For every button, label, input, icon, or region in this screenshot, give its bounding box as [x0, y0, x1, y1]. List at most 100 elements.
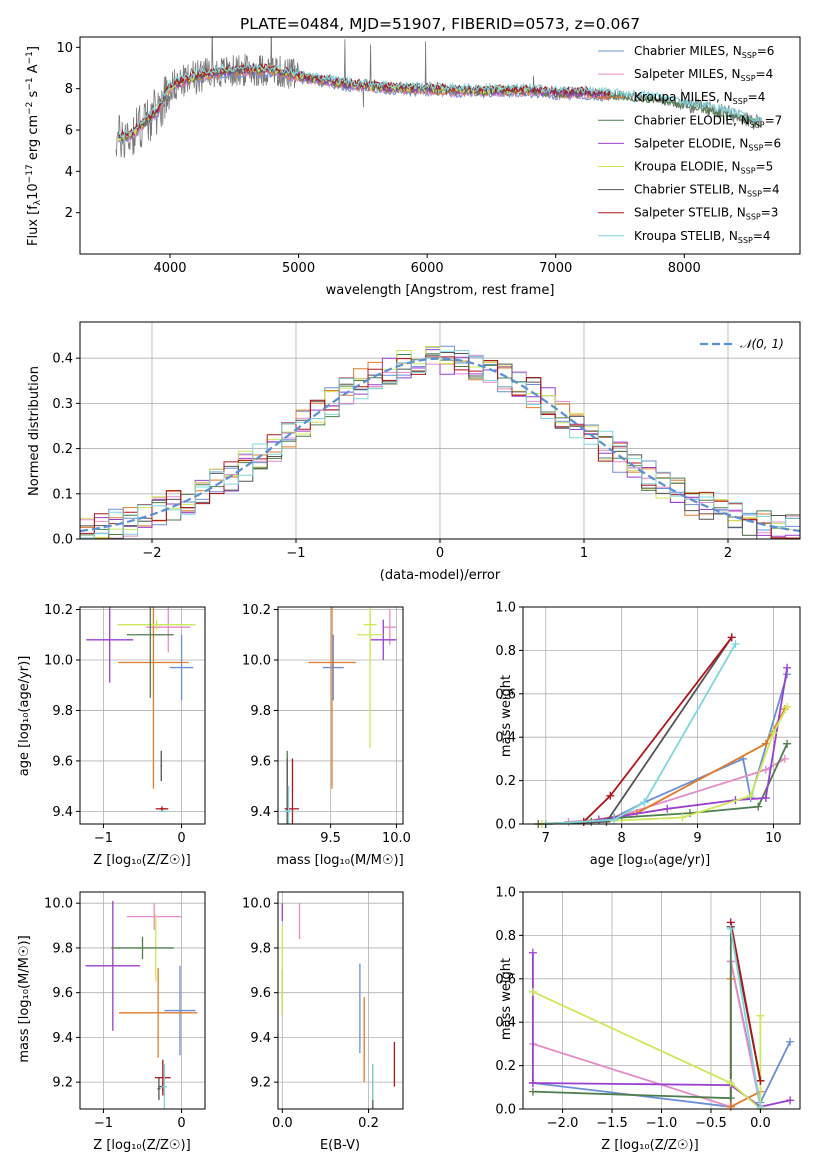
y-tick-label: 8 — [65, 82, 73, 97]
y-tick-label: 10.2 — [242, 603, 271, 618]
axes-frame — [79, 606, 206, 825]
y-tick-label: 0.0 — [52, 533, 73, 548]
age-vs-mass-xlabel: mass [log₁₀(M/M☉)] — [276, 853, 403, 868]
x-tick-label: 5000 — [282, 261, 315, 276]
weight-vs-age-plot: 7 8 9 10 0.0 0.2 0.4 0.6 0.8 1.0 — [495, 601, 801, 846]
weight-lines — [528, 918, 795, 1113]
y-tick-label: 1.0 — [495, 601, 516, 616]
axes-frame — [522, 606, 801, 825]
y-tick-label: 0.8 — [495, 929, 516, 944]
x-tick-label: −1.5 — [596, 1116, 628, 1131]
y-tick-label: 9.4 — [52, 805, 73, 820]
y-tick-label: 9.6 — [52, 754, 73, 769]
weight-marker — [761, 739, 770, 748]
residuals-panel: −2 −1 0 1 2 0.0 0.1 0.2 0.3 0.4 (data-model)/erro… — [27, 321, 801, 583]
y-tick-label: 1.0 — [495, 886, 516, 901]
spectrum-ylabel-part: −1 — [25, 51, 35, 64]
y-tick-label: 10.0 — [242, 653, 271, 668]
spectrum-ticks: 4000 5000 6000 7000 8000 2 4 6 8 10 — [56, 41, 700, 276]
x-tick-label: 0 — [177, 1116, 185, 1131]
spectrum-series-lines — [115, 37, 762, 159]
weight-marker — [731, 639, 740, 648]
y-tick-label: 10.2 — [44, 603, 73, 618]
legend-label: Chabrier MILES, NSSP=6 — [634, 44, 774, 60]
weight-marker — [726, 924, 735, 933]
y-tick-label: 0.4 — [495, 1016, 516, 1031]
y-tick-label: 9.4 — [250, 1031, 271, 1046]
weight-marker — [769, 728, 778, 737]
x-tick-label: −1.0 — [646, 1116, 678, 1131]
x-tick-label: 7 — [542, 831, 550, 846]
weight-series-line — [729, 928, 762, 1107]
x-tick-label: −2.0 — [547, 1116, 579, 1131]
x-tick-label: −1 — [286, 546, 305, 561]
x-tick-label: 7000 — [539, 261, 572, 276]
y-tick-label: 9.4 — [52, 1031, 73, 1046]
weight-marker — [756, 1011, 765, 1020]
y-tick-label: 9.8 — [250, 704, 271, 719]
spectrum-ylabel-part: erg cm — [26, 115, 41, 164]
axes-frame — [277, 606, 404, 825]
errorbar-points — [85, 900, 198, 1109]
weight-series-line — [532, 990, 762, 1111]
weight-marker — [528, 948, 537, 957]
y-tick-label: 0.0 — [495, 818, 516, 833]
weight-marker — [528, 1087, 537, 1096]
axes-frame — [277, 891, 404, 1110]
age-vs-mass-panel: 9.5 10.0 9.4 9.6 9.8 10.0 10.2 mass [log₁₀(M/M… — [242, 603, 411, 868]
weight-series-line — [545, 643, 737, 825]
weight-marker — [754, 802, 763, 811]
axes-frame — [79, 891, 206, 1110]
spectrum-ylabel-part: A — [26, 64, 41, 77]
weight-marker — [783, 663, 792, 672]
mass-vs-ebv-plot: 0.0 0.2 9.2 9.4 9.6 9.8 10.0 — [242, 891, 404, 1131]
legend-label: Salpeter STELIB, NSSP=3 — [634, 206, 778, 222]
weight-vs-Z-plot: −2.0 −1.5 −1.0 −0.5 0.0 0.0 0.2 0.4 0.6 0.8 1.0 — [495, 886, 801, 1131]
age-vs-Z-plot: −1 0 9.4 9.6 9.8 10.0 10.2 — [44, 603, 206, 846]
y-tick-label: 9.8 — [52, 941, 73, 956]
x-tick-label: 8000 — [668, 261, 701, 276]
x-tick-label: −1 — [94, 1116, 113, 1131]
mass-vs-Z-ylabel: mass [log₁₀(M/M☉)] — [17, 935, 32, 1062]
weight-marker — [606, 791, 615, 800]
mass-vs-ebv-xlabel: E(B-V) — [320, 1138, 360, 1153]
spectrum-ylabel-part: −2 — [25, 102, 35, 115]
x-tick-label: 0.0 — [750, 1116, 771, 1131]
spectrum-ylabel-part: 10 — [26, 183, 41, 200]
weight-vs-age-panel: 7 8 9 10 0.0 0.2 0.4 0.6 0.8 1.0 age [log₁₀(age/y… — [495, 601, 801, 868]
y-tick-label: 9.6 — [250, 986, 271, 1001]
y-tick-label: 9.8 — [52, 704, 73, 719]
x-tick-label: 2 — [724, 546, 732, 561]
age-vs-Z-xlabel: Z [log₁₀(Z/Z☉)] — [93, 853, 190, 868]
y-tick-label: 4 — [65, 165, 73, 180]
spectrum-title: PLATE=0484, MJD=51907, FIBERID=0573, z=0… — [240, 15, 640, 33]
y-tick-label: 0.8 — [495, 644, 516, 659]
y-tick-label: 9.2 — [52, 1076, 73, 1091]
weight-series-line — [729, 922, 762, 1081]
y-tick-label: 9.6 — [52, 986, 73, 1001]
x-tick-label: 4000 — [153, 261, 186, 276]
y-tick-label: 0.1 — [52, 487, 73, 502]
legend-label: Salpeter MILES, NSSP=4 — [634, 67, 773, 83]
weight-marker — [761, 793, 770, 802]
errorbar-points — [86, 607, 196, 813]
weight-marker — [727, 633, 736, 642]
errorbar-points — [284, 607, 397, 824]
y-tick-label: 0.6 — [495, 972, 516, 987]
spectrum-ylabel-part: −17 — [25, 164, 35, 183]
y-tick-label: 6 — [65, 124, 73, 139]
weight-vs-Z-xlabel: Z [log₁₀(Z/Z☉)] — [601, 1138, 698, 1153]
spectrum-ylabel-part: ] — [26, 46, 41, 51]
x-tick-label: 8 — [618, 831, 626, 846]
y-tick-label: 2 — [65, 206, 73, 221]
y-tick-label: 10.0 — [44, 897, 73, 912]
weight-vs-age-ylabel: mass weight — [499, 675, 514, 757]
x-tick-label: 9.5 — [320, 831, 341, 846]
x-tick-label: −1 — [94, 831, 113, 846]
y-tick-label: 10.0 — [242, 897, 271, 912]
y-tick-label: 10 — [56, 41, 73, 56]
x-tick-label: 1 — [580, 546, 588, 561]
axes-frame — [522, 891, 801, 1110]
y-tick-label: 10.0 — [44, 653, 73, 668]
